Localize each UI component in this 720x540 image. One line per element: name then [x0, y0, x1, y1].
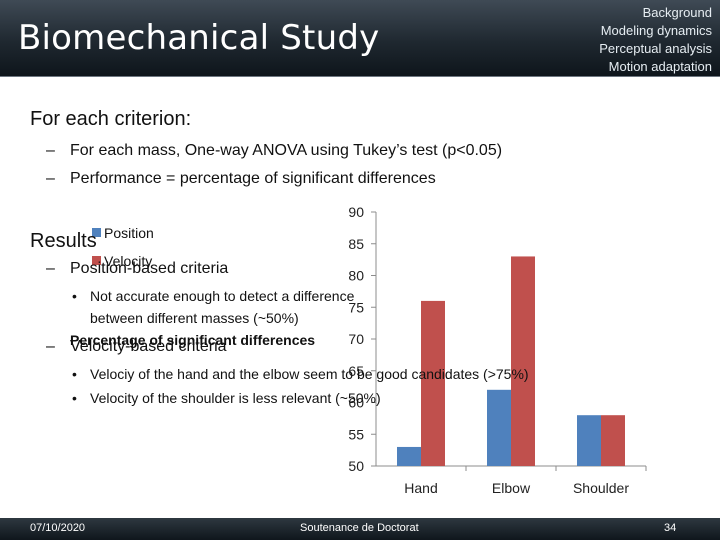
footer-event: Soutenance de Doctorat: [300, 522, 419, 534]
results-bar-chart: 50 55 60 65 70 75 80 85 90 Hand Elbow Shoulder Perce…: [70, 204, 647, 496]
velocity-bullet-1: • Velociy of the hand and the elbow seem …: [72, 366, 529, 382]
x-tick-label: Shoulder: [573, 480, 629, 496]
method-text: For each mass, One-way ANOVA using Tukey…: [70, 142, 503, 159]
bar-velocity-hand: [421, 300, 445, 466]
dash-marker: –: [46, 338, 55, 355]
slide-footer: 07/10/2020 Soutenance de Doctorat 34: [0, 518, 720, 540]
velocity-criteria-heading: – Velocity-based criteria: [46, 338, 227, 356]
legend-swatch-velocity: [92, 256, 101, 265]
bullet-marker: •: [72, 390, 77, 406]
results-heading: Results: [30, 230, 97, 252]
dash-marker: –: [46, 170, 55, 187]
intro-text: For each criterion:: [30, 108, 192, 130]
position-criteria-heading: – Position-based criteria: [46, 260, 228, 278]
footer-date: 07/10/2020: [30, 522, 86, 534]
nav-item-motion-adaptation[interactable]: Motion adaptation: [608, 59, 712, 74]
velocity-bullet-1-text: Velociy of the hand and the elbow seem t…: [90, 366, 529, 382]
y-tick-label: 90: [348, 204, 364, 220]
position-bullet-1: • Not accurate enough to detect a differe…: [72, 288, 354, 304]
bar-position-hand: [397, 446, 421, 466]
position-criteria-text: Position-based criteria: [70, 260, 229, 277]
nav-item-background[interactable]: Background: [642, 5, 712, 20]
bar-position-elbow: [487, 389, 511, 466]
slide-content: For each criterion: – For each mass, One-…: [0, 76, 720, 516]
page-number: 34: [664, 522, 677, 534]
y-tick-label: 70: [348, 331, 364, 347]
bullet-marker: •: [72, 366, 77, 382]
legend-swatch-position: [92, 228, 101, 237]
performance-bullet: – Performance = percentage of significant…: [46, 170, 436, 188]
y-tick-label: 50: [348, 458, 364, 474]
dash-marker: –: [46, 142, 55, 159]
y-tick-label: 55: [348, 426, 364, 442]
nav-item-perceptual-analysis[interactable]: Perceptual analysis: [599, 41, 712, 56]
y-tick-label: 75: [348, 299, 364, 315]
x-tick-label: Hand: [404, 480, 437, 496]
bar-position-shoulder: [577, 415, 601, 466]
y-tick-label: 60: [348, 395, 364, 411]
nav-item-modeling-dynamics[interactable]: Modeling dynamics: [600, 23, 712, 38]
bar-velocity-shoulder: [601, 415, 625, 466]
y-axis-title: Percentage of significant differences: [70, 332, 315, 348]
velocity-bullet-2: • Velocity of the shoulder is less releva…: [72, 390, 381, 406]
y-tick-label: 80: [348, 268, 364, 284]
slide-header: Biomechanical Study Background Modeling …: [0, 0, 720, 77]
velocity-bullet-2-text: Velocity of the shoulder is less relevan…: [90, 390, 381, 406]
legend-label-velocity: Velocity: [104, 253, 152, 269]
method-bullet: – For each mass, One-way ANOVA using Tuke…: [46, 142, 502, 160]
bullet-marker: •: [72, 288, 77, 304]
performance-text: Performance = percentage of significant …: [70, 170, 436, 187]
velocity-criteria-text: Velocity-based criteria: [70, 338, 227, 355]
slide-title: Biomechanical Study: [18, 18, 380, 58]
x-tick-label: Elbow: [492, 480, 531, 496]
y-tick-label: 65: [348, 363, 364, 379]
dash-marker: –: [46, 260, 55, 277]
position-bullet-1-text: Not accurate enough to detect a differen…: [90, 288, 355, 304]
y-tick-label: 85: [348, 236, 364, 252]
bar-velocity-elbow: [511, 256, 535, 466]
position-bullet-1-cont: between different masses (~50%): [90, 310, 299, 326]
section-nav: Background Modeling dynamics Perceptual …: [599, 4, 712, 76]
legend-label-position: Position: [104, 225, 154, 241]
